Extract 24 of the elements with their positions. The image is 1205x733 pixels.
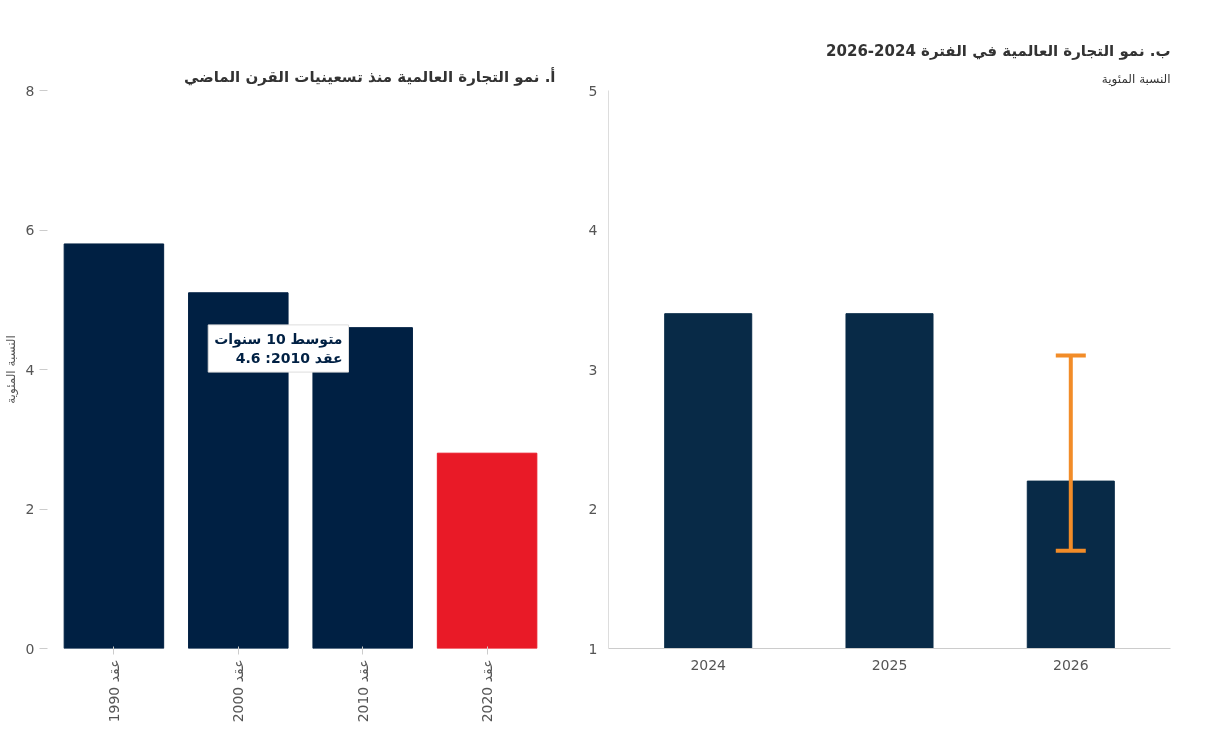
x-tick-label: عقد 2000 <box>230 659 247 723</box>
chart-title: ب. نمو التجارة العالمية في الفترة 2024-2026 <box>826 41 1171 60</box>
y-tick-label: 0 <box>25 640 35 657</box>
bar <box>436 452 538 649</box>
x-tick-label: 2024 <box>690 656 727 673</box>
y-tick-label: 3 <box>588 361 598 378</box>
y-tick-label: 2 <box>588 501 598 517</box>
y-tick-label: 5 <box>588 82 598 99</box>
y-axis-title: النسبة المئوية <box>3 335 19 404</box>
chart-title: أ. نمو التجارة العالمية منذ تسعينيات القرن الماضي <box>184 66 556 86</box>
x-tick-label: 2026 <box>1052 656 1089 673</box>
bar <box>63 243 165 649</box>
y-tick-label: 4 <box>588 222 598 238</box>
y-tick-label: 2 <box>25 501 35 517</box>
y-tick-label: 6 <box>25 222 35 238</box>
x-tick-label: عقد 1990 <box>105 659 122 723</box>
x-tick-label: 2025 <box>871 656 908 673</box>
x-tick-label: عقد 2010 <box>354 659 371 723</box>
x-tick-label: عقد 2020 <box>479 659 496 723</box>
y-axis-title: النسبة المئوية <box>1101 71 1171 87</box>
y-tick-label: 1 <box>588 640 598 657</box>
y-tick-label: 4 <box>25 361 35 378</box>
y-tick-label: 8 <box>25 82 35 99</box>
annotation: متوسط 10 سنوات عقد 2010: 4.6 <box>214 330 343 367</box>
